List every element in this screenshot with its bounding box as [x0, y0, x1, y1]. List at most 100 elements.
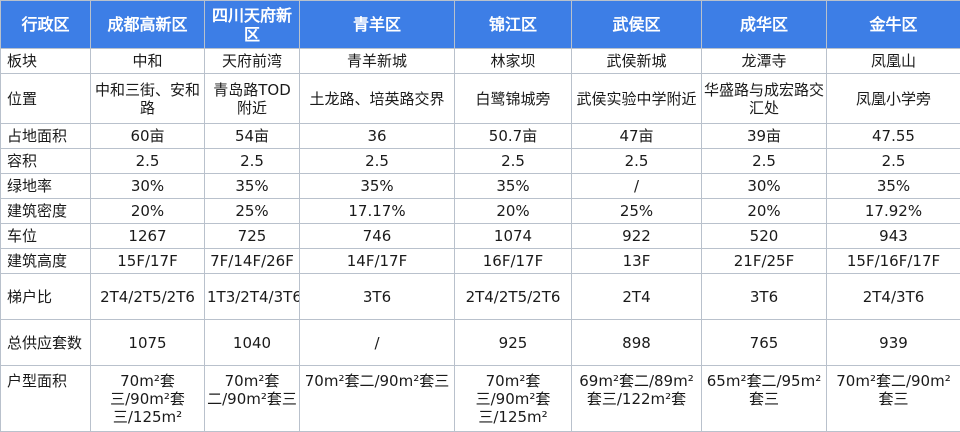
table-cell: 65m²套二/95m²套三: [701, 365, 827, 432]
table-cell: 2T4/3T6: [826, 273, 960, 320]
table-cell: 林家坝: [454, 48, 572, 74]
header-cell: 锦江区: [454, 0, 572, 49]
table-cell: 725: [204, 223, 300, 249]
table-cell: 天府前湾: [204, 48, 300, 74]
table-cell: 2.5: [204, 148, 300, 174]
table-cell: 35%: [826, 173, 960, 199]
table-cell: 70m²套二/90m²套三: [826, 365, 960, 432]
row-label: 车位: [0, 223, 91, 249]
table-cell: 35%: [204, 173, 300, 199]
table-row: 位置 中和三街、安和路 青岛路TOD附近 土龙路、培英路交界 白鹭锦城旁 武侯实…: [0, 73, 960, 124]
header-cell: 四川天府新区: [204, 0, 300, 49]
table-cell: 2.5: [454, 148, 572, 174]
table-row: 车位 1267 725 746 1074 922 520 943: [0, 223, 960, 249]
table-cell: 30%: [701, 173, 827, 199]
row-label: 容积: [0, 148, 91, 174]
table-row: 占地面积 60亩 54亩 36 50.7亩 47亩 39亩 47.55: [0, 123, 960, 149]
header-cell: 青羊区: [299, 0, 455, 49]
table-cell: 520: [701, 223, 827, 249]
table-cell: 青羊新城: [299, 48, 455, 74]
table-cell: 3T6: [701, 273, 827, 320]
table-cell: 60亩: [90, 123, 205, 149]
table-row: 建筑密度 20% 25% 17.17% 20% 25% 20% 17.92%: [0, 198, 960, 224]
table-cell: 2.5: [299, 148, 455, 174]
table-cell: 939: [826, 319, 960, 366]
table-cell: 70m²套二/90m²套三: [299, 365, 455, 432]
table-cell: 17.17%: [299, 198, 455, 224]
table-cell: 2T4: [571, 273, 702, 320]
table-cell: 54亩: [204, 123, 300, 149]
table-cell: 中和三街、安和路: [90, 73, 205, 124]
row-label: 梯户比: [0, 273, 91, 320]
table-cell: 16F/17F: [454, 248, 572, 274]
table-cell: 36: [299, 123, 455, 149]
table-cell: 中和: [90, 48, 205, 74]
table-row: 容积 2.5 2.5 2.5 2.5 2.5 2.5 2.5: [0, 148, 960, 174]
row-label: 总供应套数: [0, 319, 91, 366]
table-cell: 39亩: [701, 123, 827, 149]
table-cell: 14F/17F: [299, 248, 455, 274]
table-row: 板块 中和 天府前湾 青羊新城 林家坝 武侯新城 龙潭寺 凤凰山: [0, 48, 960, 74]
table-row: 户型面积 70m²套三/90m²套三/125m² 70m²套二/90m²套三 7…: [0, 365, 960, 432]
table-cell: 2.5: [701, 148, 827, 174]
table-cell: 武侯实验中学附近: [571, 73, 702, 124]
row-label: 板块: [0, 48, 91, 74]
table-row: 总供应套数 1075 1040 / 925 898 765 939: [0, 319, 960, 366]
table-cell: 1075: [90, 319, 205, 366]
table-cell: 2.5: [571, 148, 702, 174]
table-cell: 20%: [701, 198, 827, 224]
table-row: 建筑高度 15F/17F 7F/14F/26F 14F/17F 16F/17F …: [0, 248, 960, 274]
row-label: 户型面积: [0, 365, 91, 432]
table-cell: 47亩: [571, 123, 702, 149]
table-cell: 17.92%: [826, 198, 960, 224]
table-row: 梯户比 2T4/2T5/2T6 1T3/2T4/3T6 3T6 2T4/2T5/…: [0, 273, 960, 320]
row-label: 绿地率: [0, 173, 91, 199]
header-cell: 武侯区: [571, 0, 702, 49]
table-cell: 1040: [204, 319, 300, 366]
header-row: 行政区 成都高新区 四川天府新区 青羊区 锦江区 武侯区 成华区 金牛区: [0, 0, 960, 49]
table-cell: 70m²套三/90m²套三/125m²: [454, 365, 572, 432]
table-cell: 21F/25F: [701, 248, 827, 274]
table-cell: 7F/14F/26F: [204, 248, 300, 274]
table-cell: 70m²套三/90m²套三/125m²: [90, 365, 205, 432]
table-cell: 2T4/2T5/2T6: [454, 273, 572, 320]
table-cell: 1267: [90, 223, 205, 249]
header-cell: 成都高新区: [90, 0, 205, 49]
table-cell: 20%: [454, 198, 572, 224]
row-label: 占地面积: [0, 123, 91, 149]
table-cell: 746: [299, 223, 455, 249]
header-cell: 行政区: [0, 0, 91, 49]
table-cell: 3T6: [299, 273, 455, 320]
table-cell: 武侯新城: [571, 48, 702, 74]
table-cell: 765: [701, 319, 827, 366]
table-cell: /: [571, 173, 702, 199]
table-cell: 龙潭寺: [701, 48, 827, 74]
table-cell: 943: [826, 223, 960, 249]
table-cell: 13F: [571, 248, 702, 274]
header-cell: 成华区: [701, 0, 827, 49]
table-cell: 70m²套二/90m²套三: [204, 365, 300, 432]
row-label: 位置: [0, 73, 91, 124]
row-label: 建筑密度: [0, 198, 91, 224]
table-cell: 凤凰小学旁: [826, 73, 960, 124]
table-cell: 青岛路TOD附近: [204, 73, 300, 124]
table-cell: 925: [454, 319, 572, 366]
table-cell: 25%: [204, 198, 300, 224]
table-cell: 15F/16F/17F: [826, 248, 960, 274]
table-cell: 25%: [571, 198, 702, 224]
table-cell: 898: [571, 319, 702, 366]
table-row: 绿地率 30% 35% 35% 35% / 30% 35%: [0, 173, 960, 199]
table-cell: 35%: [299, 173, 455, 199]
table-cell: 1074: [454, 223, 572, 249]
table-cell: /: [299, 319, 455, 366]
table-cell: 白鹭锦城旁: [454, 73, 572, 124]
table-cell: 20%: [90, 198, 205, 224]
header-cell: 金牛区: [826, 0, 960, 49]
table-cell: 922: [571, 223, 702, 249]
table-cell: 35%: [454, 173, 572, 199]
table-cell: 凤凰山: [826, 48, 960, 74]
table-cell: 69m²套二/89m²套三/122m²套: [571, 365, 702, 432]
table-cell: 47.55: [826, 123, 960, 149]
